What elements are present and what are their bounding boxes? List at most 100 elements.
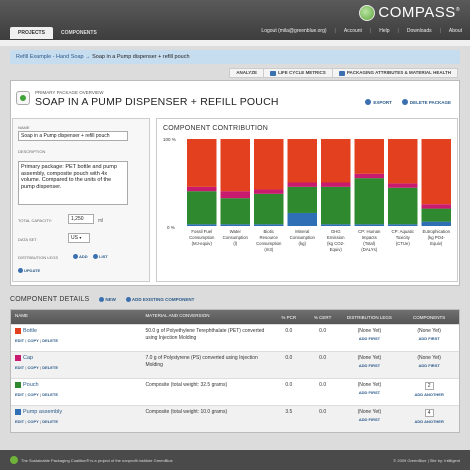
chart-title: COMPONENT CONTRIBUTION bbox=[163, 125, 268, 132]
cert-cell: 0.0 bbox=[319, 409, 327, 415]
bar-segment[interactable] bbox=[287, 186, 318, 213]
new-component-button[interactable]: NEW bbox=[99, 297, 116, 302]
bar-segment[interactable] bbox=[321, 186, 351, 225]
add-existing-component-button[interactable]: ADD EXISTING COMPONENT bbox=[125, 297, 194, 302]
component-name-link[interactable]: Bottle bbox=[15, 328, 138, 334]
copy-link[interactable]: COPY bbox=[27, 392, 39, 397]
globe-icon bbox=[359, 4, 376, 21]
component-details-title: COMPONENT DETAILS bbox=[10, 296, 90, 303]
logout-link[interactable]: Logout (mila@greenblue.org) bbox=[261, 28, 327, 34]
bar-segment[interactable] bbox=[220, 198, 251, 225]
bar-segment[interactable] bbox=[388, 224, 418, 226]
add-component-link[interactable]: ADD FIRST bbox=[418, 363, 440, 368]
help-link[interactable]: Help bbox=[379, 28, 390, 34]
bar-segment[interactable] bbox=[354, 178, 385, 225]
compass-logo[interactable]: COMPASS® bbox=[359, 4, 460, 21]
delete-link[interactable]: DELETE bbox=[42, 419, 58, 424]
about-link[interactable]: About bbox=[448, 28, 462, 34]
material-cell: Composite (total weight: 32.5 grams) bbox=[145, 382, 228, 388]
dataset-select[interactable]: US ▾ bbox=[68, 233, 90, 243]
component-name-link[interactable]: Cap bbox=[15, 355, 138, 361]
x-tick-label: Biotic Resource Consumption (m3) bbox=[256, 229, 282, 252]
tab-components[interactable]: COMPONENTS bbox=[60, 30, 97, 36]
material-cell: 7.0 g of Polystyrene (PS) converted usin… bbox=[145, 355, 258, 368]
top-bar: COMPASS® PROJECTS COMPONENTS Logout (mil… bbox=[0, 0, 470, 42]
lifecycle-metrics-tab[interactable]: LIFE CYCLE METRICS bbox=[263, 68, 332, 78]
bar-segment[interactable] bbox=[254, 189, 284, 194]
component-color-swatch bbox=[15, 409, 21, 415]
component-name-link[interactable]: Pouch bbox=[15, 382, 138, 388]
edit-link[interactable]: EDIT bbox=[15, 419, 25, 424]
update-button[interactable]: UPDATE bbox=[18, 268, 40, 274]
analyze-tab[interactable]: ANALYZE bbox=[229, 68, 264, 78]
add-component-link[interactable]: ADD ANOTHER bbox=[414, 419, 444, 424]
bar-segment[interactable] bbox=[388, 183, 418, 188]
description-field[interactable]: Primary package: PET bottle and pump ass… bbox=[18, 161, 128, 205]
list-legs-button[interactable]: LIST bbox=[93, 254, 108, 260]
bar-segment[interactable] bbox=[321, 182, 351, 187]
bar-segment[interactable] bbox=[354, 139, 385, 174]
bar-segment[interactable] bbox=[254, 193, 284, 225]
capacity-label: TOTAL CAPACITY: bbox=[18, 218, 53, 223]
add-leg-link[interactable]: ADD FIRST bbox=[358, 363, 381, 368]
delete-icon bbox=[401, 99, 408, 105]
list-icon bbox=[93, 254, 99, 260]
x-tick-label: Fossil Fuel Consumption (MJ-equiv) bbox=[189, 229, 215, 246]
bar-segment[interactable] bbox=[388, 187, 418, 225]
delete-link[interactable]: DELETE bbox=[42, 392, 58, 397]
edit-link[interactable]: EDIT bbox=[15, 338, 25, 343]
bar-segment[interactable] bbox=[421, 204, 452, 209]
status-toggle[interactable] bbox=[16, 91, 30, 105]
name-field[interactable]: Soap in a Pump dispenser + refill pouch bbox=[18, 131, 128, 141]
bar-segment[interactable] bbox=[254, 139, 284, 190]
add-leg-link[interactable]: ADD FIRST bbox=[358, 336, 381, 341]
edit-link[interactable]: EDIT bbox=[15, 365, 25, 370]
add-leg-link[interactable]: ADD FIRST bbox=[358, 390, 381, 395]
bar-segment[interactable] bbox=[220, 191, 251, 199]
bar-segment[interactable] bbox=[287, 212, 318, 226]
add-component-link[interactable]: ADD ANOTHER bbox=[414, 392, 444, 397]
bar-segment[interactable] bbox=[354, 173, 385, 179]
delete-link[interactable]: DELETE bbox=[42, 338, 58, 343]
x-tick-label: GHG Emission (kg CO2- Equiv) bbox=[327, 229, 345, 252]
packaging-attributes-tab[interactable]: PACKAGING ATTRIBUTES & MATERIAL HEALTH bbox=[331, 68, 458, 78]
bar-segment[interactable] bbox=[421, 221, 452, 226]
bar-segment[interactable] bbox=[220, 224, 251, 226]
quantity-stepper[interactable]: 2 bbox=[424, 382, 434, 390]
bar-segment[interactable] bbox=[321, 139, 351, 183]
export-button[interactable]: EXPORT bbox=[365, 99, 392, 105]
component-name-link[interactable]: Pump assembly bbox=[15, 409, 138, 415]
add-leg-button[interactable]: ADD bbox=[73, 254, 88, 260]
bar-segment[interactable] bbox=[354, 224, 385, 226]
legs-status: (None Yet) bbox=[357, 328, 382, 334]
bar-segment[interactable] bbox=[187, 191, 217, 225]
bar-segment[interactable] bbox=[421, 208, 452, 222]
bar-segment[interactable] bbox=[287, 139, 318, 183]
tab-projects[interactable]: PROJECTS bbox=[10, 27, 53, 39]
quantity-stepper[interactable]: 4 bbox=[424, 409, 434, 417]
bar-segment[interactable] bbox=[388, 139, 418, 184]
bar-segment[interactable] bbox=[254, 224, 284, 226]
capacity-field[interactable]: 1,250 bbox=[68, 214, 94, 224]
leaf-icon bbox=[10, 456, 18, 464]
bar-segment[interactable] bbox=[321, 224, 351, 226]
bar-segment[interactable] bbox=[287, 182, 318, 187]
delete-package-button[interactable]: DELETE PACKAGE bbox=[401, 99, 451, 105]
copy-link[interactable]: COPY bbox=[27, 419, 39, 424]
bar-segment[interactable] bbox=[421, 139, 452, 205]
add-leg-link[interactable]: ADD FIRST bbox=[358, 417, 381, 422]
bar-segment[interactable] bbox=[187, 224, 217, 226]
delete-link[interactable]: DELETE bbox=[42, 365, 58, 370]
breadcrumb-parent[interactable]: Refill Example - Hand Soap bbox=[16, 54, 84, 60]
bar-segment[interactable] bbox=[187, 186, 217, 192]
bar-segment[interactable] bbox=[220, 139, 251, 192]
add-component-link[interactable]: ADD FIRST bbox=[418, 336, 440, 341]
component-color-swatch bbox=[15, 382, 21, 388]
copy-link[interactable]: COPY bbox=[27, 365, 39, 370]
bar-segment[interactable] bbox=[187, 139, 217, 187]
downloads-link[interactable]: Downloads bbox=[406, 28, 432, 34]
account-link[interactable]: Account bbox=[343, 28, 362, 34]
edit-link[interactable]: EDIT bbox=[15, 392, 25, 397]
material-cell: Composite (total weight: 10.0 grams) bbox=[145, 409, 228, 415]
copy-link[interactable]: COPY bbox=[27, 338, 39, 343]
